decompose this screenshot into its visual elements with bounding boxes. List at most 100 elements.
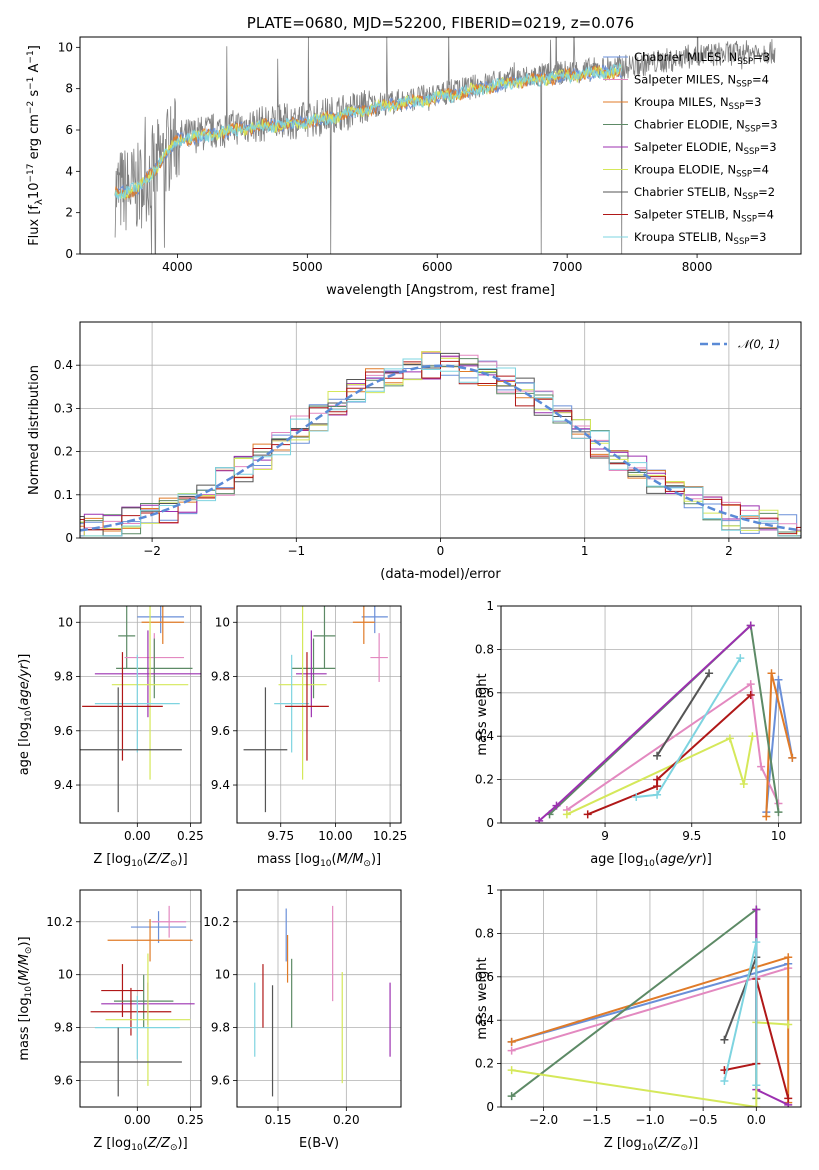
errorbar-point — [94, 654, 180, 753]
y-axis-label: mass [log10(M/M⊙)] — [17, 936, 34, 1060]
y-tick-label: 0.6 — [475, 970, 494, 984]
data-point-marker — [746, 680, 755, 689]
data-point-marker — [653, 751, 662, 760]
x-tick-label: −1 — [287, 544, 305, 558]
weight-series — [535, 621, 755, 823]
y-tick-label: 1 — [486, 599, 494, 613]
data-point-marker — [746, 690, 755, 699]
weight-series — [752, 905, 793, 1107]
errorbar-point — [370, 633, 388, 682]
legend-entry: Salpeter MILES, NSSP=4 — [634, 73, 769, 90]
weight-series — [545, 621, 783, 819]
data-point-marker — [752, 938, 761, 947]
weight-series — [507, 905, 761, 1103]
data-point-marker — [752, 905, 761, 914]
data-point-marker — [507, 1066, 516, 1075]
residuals-panel: −2 −1 0 1 2 0 0.1 0.2 0.3 0.4 𝒩(0, 1) (data-model)/… — [27, 321, 802, 582]
weight-vs-age-panel: 9 9.5 10 0 0.2 0.4 0.6 0.8 1 age [log10(age/yr)] m… — [475, 599, 802, 869]
x-axis-label: age [log10(age/yr)] — [590, 852, 712, 869]
data-point-marker — [752, 1103, 761, 1107]
x-tick-label: −2.0 — [529, 1113, 558, 1127]
plot-frame — [79, 321, 802, 539]
series-line — [566, 736, 754, 816]
y-tick-label: 10 — [215, 615, 230, 629]
y-tick-label: 9.6 — [211, 1074, 230, 1088]
y-tick-label: 0.3 — [54, 401, 73, 415]
y-tick-label: 4 — [65, 164, 73, 178]
weight-series — [762, 669, 797, 821]
series-line — [510, 907, 758, 1099]
spectrum-panel: 4000 5000 6000 7000 8000 0 2 4 6 8 10 PLATE=0680, M… — [26, 14, 802, 298]
legend-entry: Chabrier MILES, NSSP=3 — [634, 50, 770, 67]
legend-entry: Salpeter STELIB, NSSP=4 — [634, 208, 774, 225]
grid — [237, 890, 401, 1107]
errorbar-point — [274, 654, 310, 753]
y-tick-label: 9.8 — [211, 670, 230, 684]
mass-vs-Z-panel: 0.00 0.25 9.6 9.8 10 10.2 Z [log10(Z/Z⊙)] mass … — [17, 889, 204, 1153]
errorbar-point — [118, 606, 136, 669]
weight-series — [720, 938, 761, 1090]
data-point-marker — [752, 1081, 761, 1090]
x-tick-label: 10.00 — [318, 829, 352, 843]
errorbar-point — [137, 606, 185, 634]
y-axis-label: Normed distribution — [27, 365, 42, 495]
y-tick-label: 2 — [65, 206, 73, 220]
y-tick-label: 0.4 — [475, 729, 494, 743]
x-tick-label: 8000 — [682, 260, 713, 274]
x-tick-label: 7000 — [552, 260, 583, 274]
data-point-marker — [784, 1094, 793, 1103]
errorbar-point — [80, 1027, 182, 1097]
errorbar-point — [90, 987, 172, 1036]
x-tick-label: −1.0 — [635, 1113, 664, 1127]
x-axis-label: Z [log10(Z/Z⊙)] — [93, 852, 187, 869]
x-tick-label: 9.75 — [267, 829, 294, 843]
errorbar-point — [101, 964, 144, 1018]
x-tick-label: 0.15 — [265, 1113, 292, 1127]
series-line — [656, 672, 710, 757]
x-axis-label: mass [log10(M/M⊙)] — [257, 852, 381, 869]
x-tick-label: 1 — [581, 544, 589, 558]
errorbar-point — [113, 974, 174, 1028]
y-tick-label: 0.6 — [475, 686, 494, 700]
y-tick-label: 0.8 — [475, 926, 494, 940]
legend-entry: 𝒩(0, 1) — [738, 337, 780, 351]
data-point-marker — [784, 1020, 793, 1029]
x-tick-label: 6000 — [422, 260, 453, 274]
series-line — [755, 909, 789, 1106]
y-axis-label: age [log10(age/yr)] — [17, 654, 34, 776]
x-tick-label: 0 — [437, 544, 445, 558]
y-tick-label: 0.2 — [475, 1057, 494, 1071]
data-point-marker — [705, 669, 714, 678]
data-point-marker — [535, 816, 544, 823]
y-tick-label: 0 — [65, 247, 73, 261]
data-point-marker — [739, 779, 748, 788]
y-tick-label: 10 — [215, 968, 230, 982]
y-tick-label: 10.2 — [203, 915, 230, 929]
plot-frame — [79, 605, 202, 824]
y-tick-label: 9.6 — [54, 724, 73, 738]
x-tick-label: 0.25 — [177, 1113, 204, 1127]
errorbar-point — [105, 953, 191, 1086]
x-axis-label: Z [log10(Z/Z⊙)] — [604, 1136, 698, 1153]
histogram-series — [80, 358, 801, 537]
data-point-marker — [562, 810, 571, 819]
y-tick-label: 0.8 — [475, 642, 494, 656]
errorbar-point — [361, 606, 388, 634]
plot-frame — [500, 889, 802, 1108]
series-line — [765, 673, 794, 817]
x-tick-label: 0.25 — [177, 829, 204, 843]
errorbar-point — [313, 606, 336, 669]
series-line — [566, 682, 780, 811]
x-tick-label: −1.5 — [582, 1113, 611, 1127]
series-line — [511, 962, 789, 1043]
data-point-marker — [774, 675, 783, 684]
data-point-marker — [507, 1046, 516, 1055]
series-line — [723, 956, 758, 1041]
plot-frame — [236, 889, 402, 1108]
y-tick-label: 0 — [486, 816, 494, 830]
grid — [237, 606, 401, 823]
x-tick-label: 0.00 — [124, 829, 151, 843]
x-tick-label: 0.0 — [747, 1113, 766, 1127]
errorbar-point — [243, 687, 288, 813]
